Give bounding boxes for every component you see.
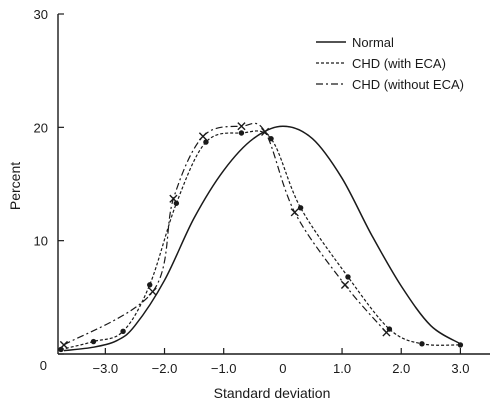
legend-item: Normal xyxy=(316,35,394,50)
y-tick-label: 10 xyxy=(34,234,48,249)
y-ticks: 0 10 20 30 xyxy=(34,7,64,373)
data-point xyxy=(198,132,208,141)
x-tick-label: −2.0 xyxy=(152,361,178,376)
data-point xyxy=(238,130,245,136)
plot-series xyxy=(58,122,464,353)
data-point xyxy=(297,205,304,211)
data-point xyxy=(147,282,153,288)
legend-label: CHD (without ECA) xyxy=(352,77,464,92)
data-point xyxy=(345,274,351,280)
series-line xyxy=(63,125,461,352)
data-point xyxy=(169,194,178,203)
data-point xyxy=(59,340,69,350)
y-tick-label: 20 xyxy=(34,120,48,135)
y-tick-label: 30 xyxy=(34,7,48,22)
data-point xyxy=(90,338,97,345)
x-tick-label: 2.0 xyxy=(392,361,410,376)
data-point xyxy=(120,328,126,335)
data-point xyxy=(457,342,464,348)
x-tick-label: −1.0 xyxy=(211,361,237,376)
series-dashdot xyxy=(59,122,391,350)
legend: Normal CHD (with ECA) CHD (without ECA) xyxy=(316,35,464,92)
data-point xyxy=(148,287,157,296)
x-tick-label: 0 xyxy=(279,361,286,376)
legend-item: CHD (with ECA) xyxy=(316,56,446,71)
data-point xyxy=(261,127,270,136)
x-axis-title: Standard deviation xyxy=(214,385,331,401)
data-point xyxy=(173,200,180,206)
data-point xyxy=(58,346,64,353)
legend-label: Normal xyxy=(352,35,394,50)
data-point xyxy=(382,328,391,337)
y-tick-label: 0 xyxy=(40,358,47,373)
axes xyxy=(57,14,490,355)
y-axis-title: Percent xyxy=(7,162,23,210)
x-tick-label: −3.0 xyxy=(93,361,119,376)
x-ticks: −3.0 −2.0 −1.0 0 1.0 2.0 3.0 xyxy=(93,348,469,376)
legend-label: CHD (with ECA) xyxy=(352,56,446,71)
data-point xyxy=(203,139,209,145)
x-tick-label: 3.0 xyxy=(451,361,469,376)
data-point xyxy=(340,280,350,289)
series-dashed xyxy=(58,130,464,353)
series-line xyxy=(63,122,387,346)
data-point xyxy=(237,122,246,131)
series-solid xyxy=(63,125,461,352)
data-point xyxy=(290,208,299,217)
legend-item: CHD (without ECA) xyxy=(316,77,464,92)
data-point xyxy=(419,341,425,347)
x-tick-label: 1.0 xyxy=(333,361,351,376)
